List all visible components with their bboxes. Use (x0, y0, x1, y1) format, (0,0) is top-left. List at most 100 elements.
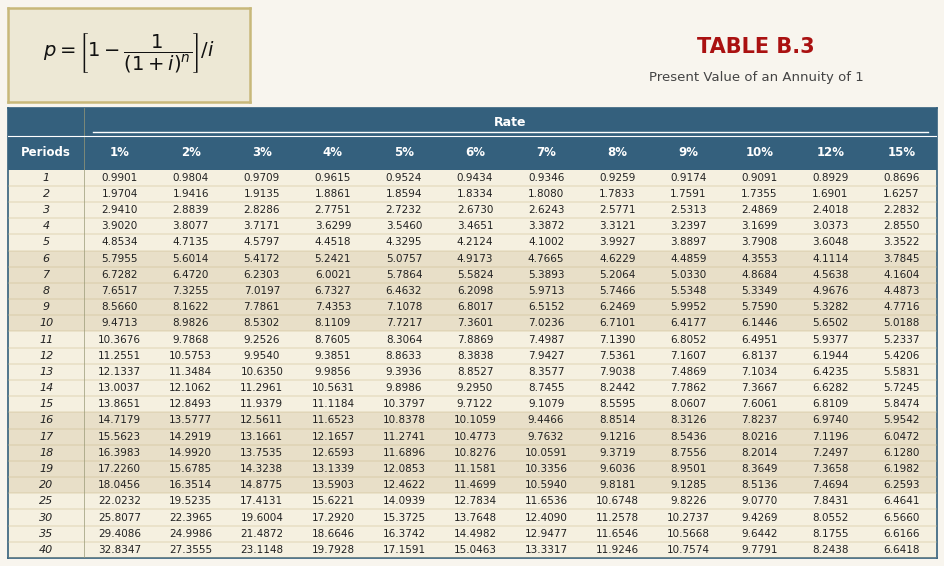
Text: 7.7862: 7.7862 (669, 383, 706, 393)
Text: 5.2337: 5.2337 (883, 335, 919, 345)
Text: 4.1002: 4.1002 (528, 238, 564, 247)
Text: 1.7355: 1.7355 (740, 189, 777, 199)
Text: 10.8276: 10.8276 (453, 448, 496, 458)
Text: 0.9434: 0.9434 (456, 173, 493, 183)
Text: 1.9135: 1.9135 (244, 189, 279, 199)
Text: 13.5903: 13.5903 (312, 480, 354, 490)
Text: 16: 16 (39, 415, 53, 426)
Text: 13.8651: 13.8651 (98, 399, 141, 409)
Text: 1.9704: 1.9704 (101, 189, 138, 199)
Text: 7.5361: 7.5361 (598, 351, 634, 361)
Text: 2.9410: 2.9410 (101, 205, 138, 215)
Text: 5.4172: 5.4172 (244, 254, 279, 264)
Text: 4.7135: 4.7135 (173, 238, 209, 247)
Text: 6.0021: 6.0021 (314, 270, 350, 280)
Text: 10.5753: 10.5753 (169, 351, 212, 361)
Text: 5.2421: 5.2421 (314, 254, 351, 264)
Text: 9.1079: 9.1079 (528, 399, 564, 409)
Text: 0.9615: 0.9615 (314, 173, 351, 183)
Text: 0.9174: 0.9174 (669, 173, 706, 183)
Text: 6.5660: 6.5660 (883, 513, 919, 522)
Text: 11.1184: 11.1184 (311, 399, 354, 409)
Bar (8, 218, 936, 234)
Text: 7.3658: 7.3658 (811, 464, 848, 474)
Text: 10.3797: 10.3797 (382, 399, 425, 409)
Text: 7.0197: 7.0197 (244, 286, 279, 296)
Text: 9.7122: 9.7122 (456, 399, 493, 409)
Text: 5.7590: 5.7590 (740, 302, 777, 312)
Text: 5.0757: 5.0757 (385, 254, 422, 264)
Text: 6.4177: 6.4177 (669, 318, 706, 328)
Text: 4: 4 (42, 221, 50, 231)
Text: 30: 30 (39, 513, 53, 522)
Text: 9.3851: 9.3851 (314, 351, 351, 361)
Text: 5.5824: 5.5824 (456, 270, 493, 280)
Text: 13.1339: 13.1339 (311, 464, 354, 474)
Text: 7.9038: 7.9038 (598, 367, 634, 377)
Text: 9.0770: 9.0770 (740, 496, 777, 507)
Text: 5.0330: 5.0330 (669, 270, 705, 280)
Text: 6.4632: 6.4632 (385, 286, 422, 296)
Text: 9.4269: 9.4269 (740, 513, 777, 522)
Text: 17.4131: 17.4131 (240, 496, 283, 507)
Text: 3.8897: 3.8897 (669, 238, 706, 247)
Text: 10.3676: 10.3676 (98, 335, 141, 345)
Text: 9.6036: 9.6036 (598, 464, 634, 474)
Text: 16.3742: 16.3742 (382, 529, 425, 539)
Text: 6.5152: 6.5152 (528, 302, 564, 312)
Text: 6.2593: 6.2593 (883, 480, 919, 490)
Text: 2%: 2% (180, 147, 200, 160)
Text: 7.9427: 7.9427 (528, 351, 564, 361)
Text: 18.6646: 18.6646 (311, 529, 354, 539)
Text: 5.7955: 5.7955 (101, 254, 138, 264)
Text: 9.8986: 9.8986 (385, 383, 422, 393)
Text: 5.9377: 5.9377 (811, 335, 848, 345)
Text: 5.5831: 5.5831 (883, 367, 919, 377)
Text: 14.9920: 14.9920 (169, 448, 212, 458)
Text: 8.8633: 8.8633 (385, 351, 422, 361)
Text: 9.8226: 9.8226 (669, 496, 706, 507)
Text: 12.8493: 12.8493 (169, 399, 212, 409)
Text: 15.6785: 15.6785 (169, 464, 212, 474)
Text: 14.0939: 14.0939 (382, 496, 425, 507)
Text: 3%: 3% (252, 147, 272, 160)
Text: 14.2919: 14.2919 (169, 432, 212, 441)
Text: 8.7605: 8.7605 (314, 335, 351, 345)
Text: 4.4873: 4.4873 (883, 286, 919, 296)
Text: 6.6418: 6.6418 (883, 545, 919, 555)
Bar (8, 477, 936, 494)
Text: 7.7217: 7.7217 (385, 318, 422, 328)
Text: 10.0591: 10.0591 (524, 448, 567, 458)
Text: 12.4622: 12.4622 (382, 480, 425, 490)
Text: 4.1604: 4.1604 (883, 270, 919, 280)
Text: 6.7101: 6.7101 (598, 318, 634, 328)
Text: 12.0853: 12.0853 (382, 464, 425, 474)
Text: 6.1944: 6.1944 (811, 351, 848, 361)
Text: 19: 19 (39, 464, 53, 474)
Text: 0.9346: 0.9346 (528, 173, 564, 183)
Text: 8.2442: 8.2442 (598, 383, 634, 393)
Text: 12.1062: 12.1062 (169, 383, 212, 393)
Text: 6.1446: 6.1446 (740, 318, 777, 328)
Text: 10.6748: 10.6748 (595, 496, 638, 507)
Text: 11.2578: 11.2578 (595, 513, 638, 522)
Text: 8.3838: 8.3838 (456, 351, 493, 361)
Text: 7.1390: 7.1390 (598, 335, 634, 345)
Text: 5.0188: 5.0188 (883, 318, 919, 328)
Text: 11.1581: 11.1581 (453, 464, 497, 474)
Text: 3.5460: 3.5460 (385, 221, 422, 231)
Text: 5.9713: 5.9713 (528, 286, 564, 296)
Text: 32.8347: 32.8347 (98, 545, 141, 555)
Text: 14.4982: 14.4982 (453, 529, 497, 539)
Text: 0.9901: 0.9901 (101, 173, 138, 183)
Text: 12.4090: 12.4090 (524, 513, 567, 522)
Text: 7.4987: 7.4987 (528, 335, 564, 345)
Text: 16.3983: 16.3983 (98, 448, 141, 458)
Text: 7.3255: 7.3255 (173, 286, 209, 296)
Bar (8, 461, 936, 477)
Text: 13.0037: 13.0037 (98, 383, 141, 393)
Text: 8.1622: 8.1622 (173, 302, 209, 312)
Text: 6.4951: 6.4951 (740, 335, 777, 345)
Text: Present Value of an Annuity of 1: Present Value of an Annuity of 1 (648, 71, 863, 84)
Text: 19.5235: 19.5235 (169, 496, 212, 507)
